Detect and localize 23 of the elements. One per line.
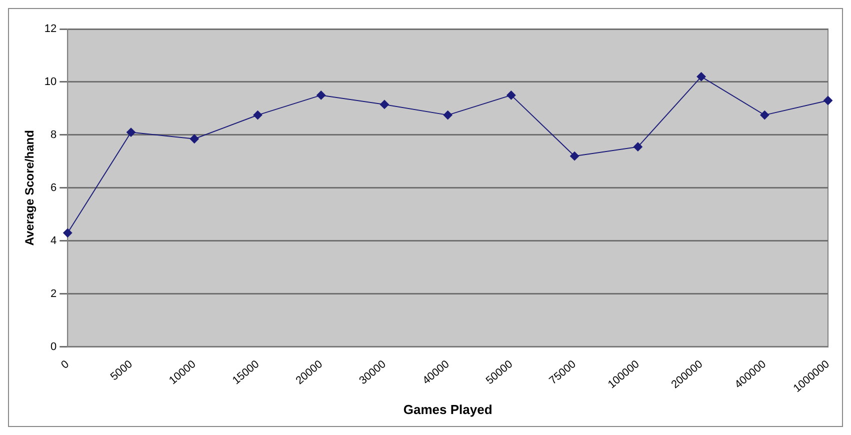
point	[570, 152, 580, 161]
point	[633, 142, 642, 152]
y-tick-label: 6	[50, 182, 57, 194]
y-tick-label: 12	[44, 23, 57, 36]
point	[506, 90, 516, 100]
point	[63, 228, 72, 238]
point	[696, 72, 706, 82]
point	[443, 110, 452, 120]
y-tick-label: 4	[50, 234, 57, 247]
y-axis-title: Average Score/hand	[22, 130, 37, 246]
y-tick-label: 2	[50, 288, 57, 300]
point	[126, 128, 136, 137]
y-tick-label: 0	[50, 340, 57, 353]
y-tick-label: 8	[50, 128, 57, 141]
point	[824, 96, 832, 105]
x-axis-title: Games Played	[403, 402, 492, 417]
point	[380, 100, 389, 109]
point	[760, 110, 770, 120]
point	[316, 90, 326, 100]
y-tick-label: 10	[44, 76, 57, 88]
x-tick-label: 0	[59, 358, 72, 372]
point	[253, 110, 262, 120]
point	[190, 134, 199, 144]
